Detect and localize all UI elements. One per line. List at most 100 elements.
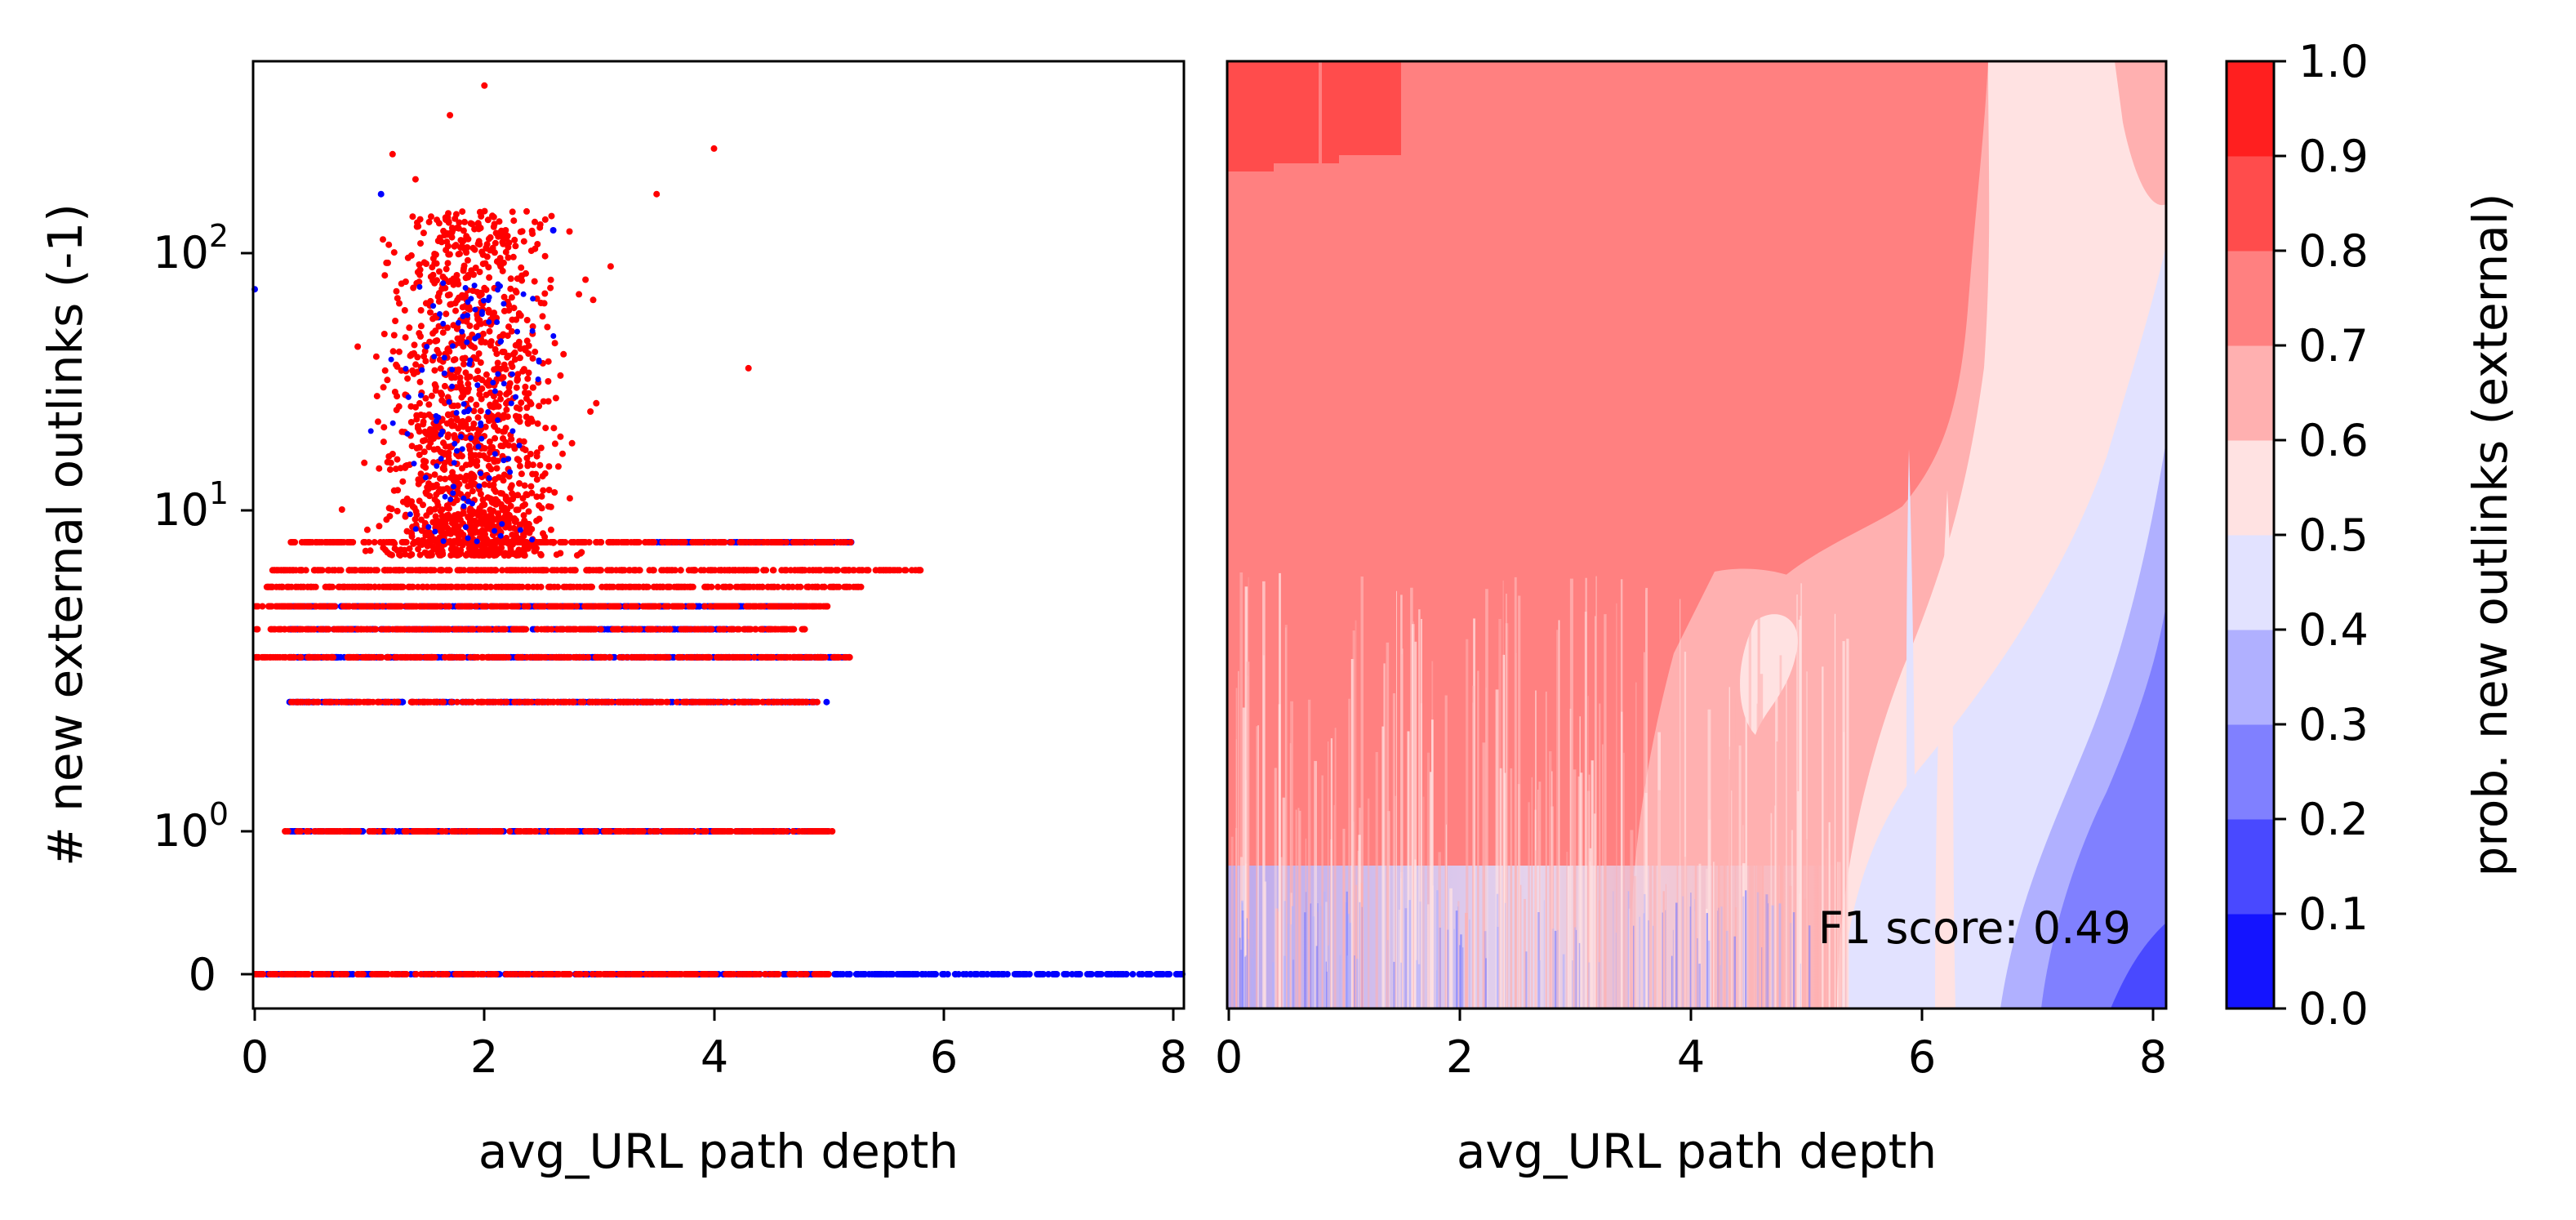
- scatter-point: [253, 971, 260, 977]
- scatter-point: [979, 971, 986, 977]
- scatter-point: [902, 567, 910, 574]
- scatter-point: [951, 971, 959, 977]
- scatter-point: [461, 218, 468, 225]
- scatter-point: [504, 603, 511, 610]
- scatter-point: [517, 971, 524, 977]
- scatter-point: [521, 698, 528, 706]
- scatter-point: [545, 583, 552, 590]
- scatter-point: [532, 567, 540, 574]
- scatter-point: [601, 828, 608, 835]
- scatter-point: [387, 567, 394, 574]
- scatter-point: [757, 626, 764, 633]
- scatter-point: [463, 971, 470, 977]
- scatter-point: [257, 971, 265, 977]
- scatter-point: [548, 212, 555, 220]
- scatter-point: [714, 583, 722, 590]
- scatter-point: [371, 583, 378, 590]
- scatter-point: [550, 583, 558, 590]
- scatter-point: [817, 567, 825, 574]
- scatter-point: [499, 567, 505, 574]
- scatter-point: [710, 539, 717, 545]
- scatter-point: [674, 653, 682, 661]
- scatter-point: [254, 603, 261, 610]
- scatter-point: [727, 971, 735, 977]
- scatter-point: [518, 470, 525, 478]
- scatter-point: [603, 583, 611, 590]
- scatter-point: [349, 971, 356, 977]
- scatter-point: [865, 971, 873, 977]
- scatter-point: [465, 698, 473, 706]
- scatter-point: [333, 698, 340, 706]
- scatter-point: [513, 971, 520, 977]
- scatter-point: [379, 603, 386, 610]
- scatter-point: [434, 337, 441, 344]
- scatter-point: [550, 698, 558, 706]
- scatter-point: [797, 583, 804, 590]
- scatter-point: [803, 971, 810, 977]
- scatter-point: [261, 653, 269, 661]
- scatter-point: [504, 971, 511, 977]
- scatter-point: [453, 698, 460, 706]
- scatter-point: [599, 603, 607, 610]
- scatter-point: [683, 971, 691, 977]
- scatter-point: [368, 653, 376, 661]
- scatter-point: [492, 828, 500, 835]
- scatter-point: [357, 567, 364, 574]
- scatter-point: [416, 626, 423, 633]
- scatter-point: [581, 603, 589, 610]
- scatter-point: [708, 583, 715, 590]
- scatter-point: [373, 603, 380, 610]
- scatter-point: [640, 583, 647, 590]
- scatter-point: [781, 603, 788, 610]
- scatter-point: [468, 583, 475, 590]
- scatter-point: [360, 539, 367, 545]
- scatter-point: [591, 603, 598, 610]
- scatter-point: [830, 653, 837, 661]
- scatter-point: [259, 603, 266, 610]
- scatter-point: [337, 653, 345, 661]
- scatter-point: [694, 828, 701, 835]
- scatter-point: [722, 653, 729, 661]
- scatter-point: [636, 626, 643, 633]
- scatter-point: [798, 971, 805, 977]
- scatter-point: [376, 828, 383, 835]
- scatter-point: [919, 971, 927, 977]
- scatter-point: [817, 653, 825, 661]
- scatter-point: [472, 567, 479, 574]
- scatter-point: [641, 653, 648, 661]
- scatter-point: [540, 603, 547, 610]
- scatter-point: [540, 828, 547, 835]
- scatter-point: [549, 603, 557, 610]
- scatter-point: [915, 567, 923, 574]
- scatter-point: [385, 626, 392, 633]
- scatter-point: [295, 971, 302, 977]
- scatter-point: [476, 626, 483, 633]
- scatter-point: [622, 698, 630, 706]
- scatter-point: [575, 971, 582, 977]
- scatter-point: [688, 828, 696, 835]
- scatter-point: [657, 971, 665, 977]
- scatter-point: [432, 626, 439, 633]
- scatter-point: [467, 828, 474, 835]
- scatter-point: [507, 567, 514, 574]
- scatter-point: [678, 626, 685, 633]
- scatter-point: [777, 653, 785, 661]
- scatter-point: [572, 567, 579, 574]
- scatter-point: [750, 971, 758, 977]
- scatter-point: [407, 567, 414, 574]
- scatter-point: [677, 567, 684, 574]
- scatter-point: [522, 828, 529, 835]
- scatter-point: [755, 603, 763, 610]
- scatter-point: [908, 567, 915, 574]
- scatter-point: [582, 971, 589, 977]
- scatter-point: [846, 971, 853, 977]
- scatter-point: [610, 583, 617, 590]
- scatter-point: [486, 626, 493, 633]
- scatter-point: [746, 583, 754, 590]
- scatter-point: [554, 626, 561, 633]
- scatter-point: [665, 828, 672, 835]
- scatter-point: [276, 626, 283, 633]
- scatter-point: [390, 249, 398, 256]
- scatter-point: [546, 971, 554, 977]
- scatter-point: [521, 603, 528, 610]
